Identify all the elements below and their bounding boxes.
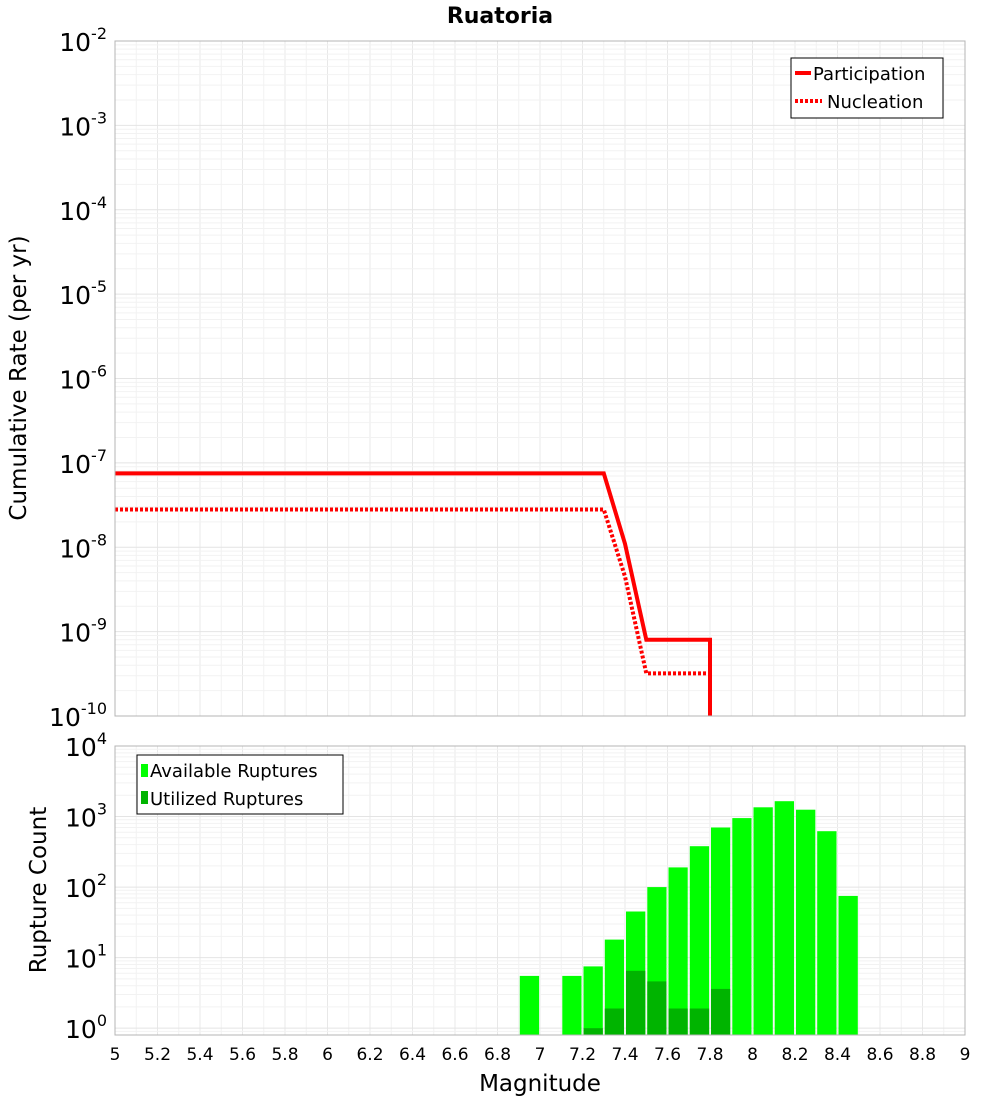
nucleation-line xyxy=(115,507,712,716)
x-axis-label: Magnitude xyxy=(479,1071,601,1097)
available-rupture-bar xyxy=(838,895,858,1035)
rate-y-tick-label: 10-10 xyxy=(49,699,107,732)
count-gridlines xyxy=(114,746,966,1036)
utilized-rupture-bar xyxy=(668,1008,688,1035)
utilized-rupture-bar xyxy=(711,988,731,1035)
legend-utilized-swatch xyxy=(141,791,148,804)
x-tick-label: 5.8 xyxy=(271,1045,298,1065)
count-y-tick-label: 101 xyxy=(65,941,107,974)
x-tick-label: 9 xyxy=(960,1045,971,1065)
x-tick-label: 5.4 xyxy=(186,1045,213,1065)
rate-legend: Participation Nucleation xyxy=(790,57,944,119)
x-tick-label: 5.6 xyxy=(229,1045,256,1065)
x-tick-label: 6.8 xyxy=(484,1045,511,1065)
utilized-rupture-bar xyxy=(626,970,646,1035)
count-y-tick-label: 100 xyxy=(65,1011,107,1044)
available-rupture-bar xyxy=(668,867,688,1035)
count-legend: Available Ruptures Utilized Ruptures xyxy=(136,754,344,815)
count-legend-box xyxy=(136,754,344,815)
rate-y-tick-label: 10-5 xyxy=(59,277,107,310)
legend-available-swatch xyxy=(141,764,148,777)
x-tick-label: 8.8 xyxy=(909,1045,936,1065)
utilized-rupture-bar xyxy=(689,1008,710,1035)
rate-gridlines xyxy=(114,41,966,717)
count-y-axis-label: Rupture Count xyxy=(26,807,52,973)
available-rupture-bar xyxy=(583,966,603,1035)
participation-line xyxy=(115,471,712,716)
legend-utilized-label: Utilized Ruptures xyxy=(150,789,303,810)
count-y-tick-label: 103 xyxy=(65,800,107,833)
rate-panel: 10-2 10-3 10-4 10-5 10-6 10-7 10-8 10-9 10-10 Cu… xyxy=(6,24,966,732)
chart-title: Ruatoria xyxy=(447,4,553,29)
x-tick-label: 6.2 xyxy=(356,1045,383,1065)
utilized-rupture-bar xyxy=(604,1008,624,1035)
rate-plot-border xyxy=(114,40,966,717)
available-rupture-bar xyxy=(732,818,752,1035)
x-tick-label: 8.4 xyxy=(824,1045,851,1065)
count-y-tick-label: 102 xyxy=(65,870,107,903)
available-rupture-bar xyxy=(711,827,731,1035)
x-tick-label: 6 xyxy=(322,1045,333,1065)
rate-y-tick-label: 10-6 xyxy=(59,362,107,395)
rate-y-tick-label: 10-9 xyxy=(59,615,107,648)
x-tick-label: 6.6 xyxy=(441,1045,468,1065)
count-y-ticks: 104 103 102 101 100 xyxy=(65,729,107,1044)
x-tick-label: 8 xyxy=(747,1045,758,1065)
x-tick-label: 5.2 xyxy=(144,1045,171,1065)
rate-y-ticks: 10-2 10-3 10-4 10-5 10-6 10-7 10-8 10-9 10-10 xyxy=(49,24,107,732)
rate-y-tick-label: 10-2 xyxy=(59,24,107,57)
available-rupture-bar xyxy=(774,801,794,1035)
x-tick-label: 6.4 xyxy=(399,1045,426,1065)
magnitude-x-ticks: 5 5.2 5.4 5.6 5.8 6 6.2 6.4 6.6 6.8 7 7.2 7.4 7.6 7.8 8… xyxy=(110,1045,971,1065)
available-rupture-bar xyxy=(753,807,773,1035)
utilized-rupture-bar xyxy=(583,1028,603,1035)
x-tick-label: 5 xyxy=(110,1045,121,1065)
legend-available-label: Available Ruptures xyxy=(150,761,318,782)
rate-y-tick-label: 10-3 xyxy=(59,108,107,141)
count-bars xyxy=(519,801,858,1035)
legend-participation-label: Participation xyxy=(813,64,925,85)
x-tick-label: 8.2 xyxy=(781,1045,808,1065)
x-tick-label: 7.8 xyxy=(696,1045,723,1065)
utilized-rupture-bar xyxy=(647,981,667,1035)
legend-nucleation-label: Nucleation xyxy=(827,92,923,113)
rate-y-axis-label: Cumulative Rate (per yr) xyxy=(6,235,32,520)
available-rupture-bar xyxy=(796,809,816,1035)
x-tick-label: 7.6 xyxy=(654,1045,681,1065)
available-rupture-bar xyxy=(817,831,837,1035)
x-tick-label: 7.4 xyxy=(611,1045,638,1065)
rate-y-tick-label: 10-8 xyxy=(59,530,107,563)
rate-legend-box xyxy=(790,57,944,119)
rate-y-tick-label: 10-7 xyxy=(59,446,107,479)
count-panel: 104 103 102 101 100 5 5.2 5.4 5.6 5.8 6 6.2 6.4 6.6 6… xyxy=(26,729,970,1097)
x-tick-label: 7 xyxy=(535,1045,546,1065)
available-rupture-bar xyxy=(562,975,582,1035)
x-tick-label: 8.6 xyxy=(866,1045,893,1065)
available-rupture-bar xyxy=(689,846,710,1035)
available-rupture-bar xyxy=(519,975,540,1035)
rate-y-tick-label: 10-4 xyxy=(59,193,107,226)
count-y-tick-label: 104 xyxy=(65,729,107,762)
rate-series xyxy=(115,471,712,716)
count-plot-border xyxy=(114,745,966,1036)
x-tick-label: 7.2 xyxy=(569,1045,596,1065)
